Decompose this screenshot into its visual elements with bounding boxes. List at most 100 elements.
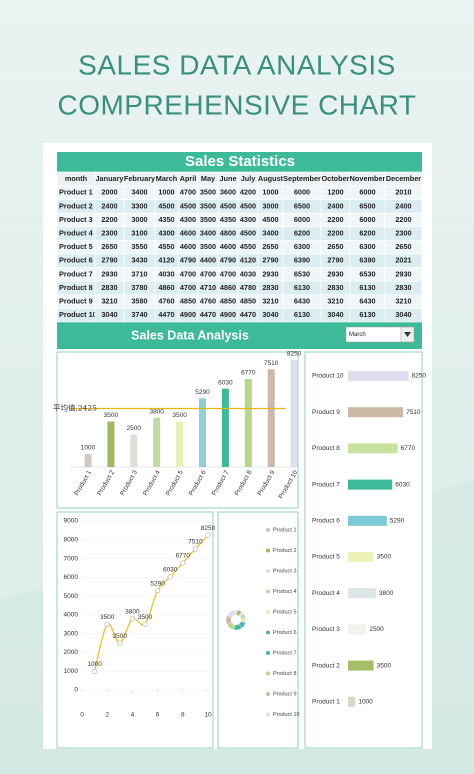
cell-value: 6500 — [359, 201, 375, 210]
value-label: 6030 — [163, 566, 178, 573]
cell-value: 2650 — [262, 242, 278, 251]
column-header: July — [241, 174, 257, 183]
cell-value: 6200 — [359, 229, 375, 238]
value-label: 5290 — [150, 580, 165, 587]
value-label: 3800 — [149, 408, 164, 415]
cell-value: 2200 — [327, 229, 343, 238]
cell-value: 6130 — [359, 283, 375, 292]
cell-value: 4600 — [180, 229, 196, 238]
cell-value: 3500 — [200, 242, 216, 251]
cell-value: 4120 — [240, 256, 256, 265]
cell-value: 6530 — [294, 269, 310, 278]
x-tick-label: 10 — [204, 712, 212, 719]
bar — [348, 515, 387, 526]
value-label: 3500 — [104, 412, 119, 419]
cell-value: 3040 — [327, 310, 343, 319]
y-tick-label: 8000 — [64, 536, 79, 543]
line — [93, 534, 209, 672]
cell-value: 3210 — [395, 297, 411, 306]
cell-value: 4700 — [180, 188, 196, 197]
cell-value: 4500 — [240, 201, 256, 210]
cell-value: 6390 — [359, 256, 375, 265]
bar — [199, 398, 206, 467]
cell-value: 4350 — [158, 215, 174, 224]
column-header: December — [386, 174, 421, 183]
column-header: month — [65, 174, 87, 183]
bar — [348, 624, 367, 635]
bar — [107, 421, 115, 467]
point — [104, 621, 110, 627]
cell-value: 3300 — [131, 201, 147, 210]
cell-value: 4850 — [220, 297, 236, 306]
value-label: 3500 — [377, 662, 392, 669]
value-label: 1000 — [358, 699, 373, 706]
cell-value: 2000 — [101, 188, 117, 197]
cell-value: 6000 — [359, 188, 375, 197]
cell-value: 2790 — [101, 256, 117, 265]
column-header: August — [258, 174, 284, 183]
cell-value: 3400 — [262, 229, 278, 238]
bar — [348, 552, 374, 562]
legend-label: Product 9 — [273, 691, 297, 697]
x-tick-label: 4 — [131, 712, 135, 719]
cell-value: 2650 — [101, 242, 117, 251]
cell-value: 2300 — [101, 229, 117, 238]
cell-value: 6300 — [294, 242, 310, 251]
cell-value: 2650 — [395, 242, 411, 251]
value-label: 3800 — [379, 590, 394, 597]
legend-swatch — [266, 671, 270, 676]
cell-value: 2400 — [101, 201, 117, 210]
cell-value: 4760 — [200, 297, 216, 306]
value-label: 6770 — [401, 445, 416, 452]
cell-value: 3400 — [131, 188, 147, 197]
cell-value: 2400 — [395, 201, 411, 210]
cell-value: 2790 — [327, 256, 343, 265]
cell-value: 3210 — [101, 297, 117, 306]
cell-value: 2830 — [101, 283, 117, 292]
cell-value: 4780 — [240, 283, 256, 292]
cell-value: 4550 — [240, 242, 256, 251]
column-header: April — [180, 174, 197, 183]
cell-value: 2930 — [262, 269, 278, 278]
column-header: January — [96, 174, 125, 183]
value-label: 6030 — [395, 481, 410, 488]
y-tick-label: Product 2 — [312, 662, 340, 669]
legend-swatch — [266, 630, 270, 635]
x-tick-label: 0 — [80, 712, 84, 719]
row-label: Product 1 — [59, 188, 93, 197]
point — [180, 560, 186, 566]
cell-value: 4900 — [220, 310, 236, 319]
cell-value: 4600 — [180, 242, 196, 251]
row-label: Product 5 — [59, 242, 93, 251]
cell-value: 2930 — [327, 269, 343, 278]
value-label: 7510 — [264, 360, 279, 367]
cell-bg — [384, 308, 423, 323]
cell-value: 6000 — [359, 215, 375, 224]
bar — [348, 443, 398, 454]
chart-frame — [56, 351, 299, 509]
cell-value: 6130 — [294, 283, 310, 292]
cell-value: 1000 — [262, 188, 278, 197]
bar — [153, 417, 161, 467]
legend-swatch — [266, 569, 270, 573]
point — [192, 546, 198, 552]
value-label: 3500 — [138, 614, 153, 621]
cell-value: 3040 — [101, 310, 117, 319]
value-label: 1000 — [81, 445, 96, 452]
legend-label: Product 1 — [273, 527, 297, 533]
cell-value: 4300 — [180, 215, 196, 224]
y-tick-label: 4000 — [64, 612, 79, 619]
cell-value: 6200 — [294, 229, 310, 238]
y-tick-label: 1000 — [64, 668, 79, 675]
cell-value: 4790 — [180, 256, 196, 265]
cell-value: 1000 — [158, 188, 174, 197]
cell-value: 3040 — [395, 310, 411, 319]
cell-value: 3500 — [200, 215, 216, 224]
chart-frame — [217, 511, 299, 749]
cell-value: 4850 — [180, 297, 196, 306]
y-tick-label: Product 4 — [312, 590, 340, 597]
table-title: Sales Statistics — [185, 153, 295, 170]
cell-value: 3000 — [131, 215, 147, 224]
legend-label: Product 3 — [273, 568, 297, 574]
bar — [348, 696, 356, 707]
